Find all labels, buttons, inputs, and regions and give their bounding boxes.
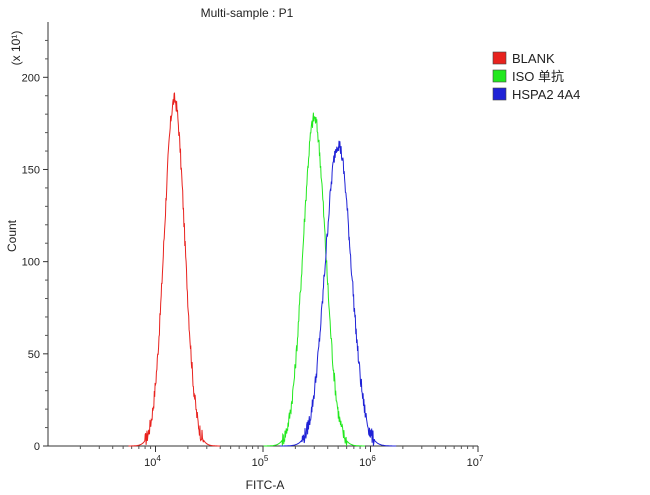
x-tick-label: 104 xyxy=(144,454,161,469)
legend-label: HSPA2 4A4 xyxy=(512,87,580,102)
y-tick-label: 200 xyxy=(22,72,40,84)
x-axis-ticks: 104 105 106 107 xyxy=(79,446,484,469)
series-line xyxy=(280,140,397,447)
y-tick-label: 150 xyxy=(22,164,40,176)
y-multiplier-label: (x 10¹) xyxy=(9,31,23,66)
legend-swatch xyxy=(492,51,507,65)
y-tick-label: 0 xyxy=(34,441,40,453)
x-axis-label: FITC-A xyxy=(246,478,285,492)
y-tick-label: 50 xyxy=(28,349,40,361)
x-tick-label: 105 xyxy=(252,454,269,469)
axes xyxy=(47,22,478,447)
x-tick-label: 106 xyxy=(359,454,376,469)
legend-swatch xyxy=(492,69,507,83)
y-axis-label: Count xyxy=(5,219,19,252)
legend: BLANK ISO 单抗 HSPA2 4A4 xyxy=(492,51,580,102)
y-axis-ticks: 0 50 100 150 200 xyxy=(22,39,48,453)
series-line xyxy=(128,92,221,447)
legend-label: ISO 单抗 xyxy=(512,69,564,84)
chart-title: Multi-sample : P1 xyxy=(201,6,294,20)
series-layer xyxy=(128,92,397,447)
y-tick-label: 100 xyxy=(22,257,40,269)
legend-swatch xyxy=(492,87,507,101)
x-tick-label: 107 xyxy=(467,454,484,469)
series-line xyxy=(263,112,365,447)
legend-label: BLANK xyxy=(512,51,555,66)
